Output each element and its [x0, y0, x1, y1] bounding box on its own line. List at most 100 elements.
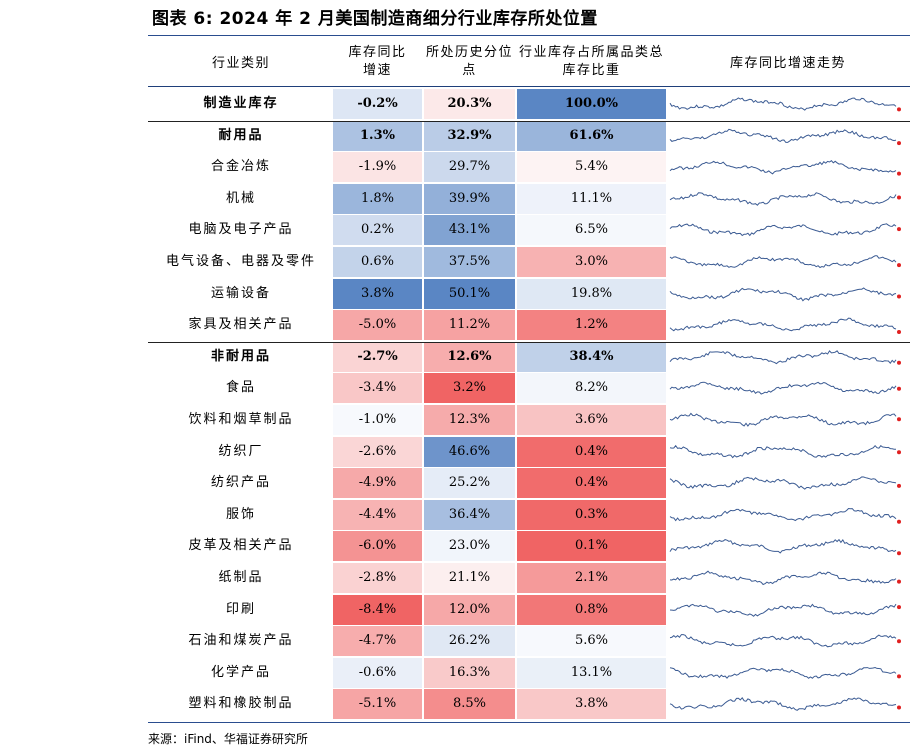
row-historical-percentile: 46.6%: [424, 436, 515, 467]
table-row: 制造业库存 -0.2% 20.3% 100.0%: [0, 89, 916, 120]
row-historical-percentile: 20.3%: [424, 89, 515, 119]
sparkline-latest-point: [897, 519, 901, 524]
sparkline-latest-point: [897, 107, 901, 112]
sparkline-latest-point: [897, 227, 901, 232]
row-category-share: 6.5%: [517, 215, 666, 246]
row-inventory-yoy: -4.4%: [333, 499, 422, 530]
row-category-share: 100.0%: [517, 89, 666, 119]
row-inventory-yoy: -4.7%: [333, 626, 422, 657]
row-inventory-yoy: -5.1%: [333, 689, 422, 720]
table-row: 塑料和橡胶制品 -5.1% 8.5% 3.8%: [0, 689, 916, 720]
table-row: 皮革及相关产品 -6.0% 23.0% 0.1%: [0, 531, 916, 562]
row-industry-name: 纺织产品: [210, 475, 271, 491]
sparkline-latest-point: [897, 294, 901, 299]
row-inventory-yoy: -1.0%: [333, 405, 422, 435]
sparkline-path: [669, 382, 897, 395]
row-industry-name: 制造业库存: [203, 96, 279, 111]
page-title: 图表 6: 2024 年 2 月美国制造商细分行业库存所处位置: [152, 9, 598, 29]
row-inventory-yoy: 0.6%: [333, 247, 422, 277]
row-category-share: 13.1%: [517, 657, 666, 688]
row-inventory-yoy: -6.0%: [333, 531, 422, 562]
row-category-share: 3.8%: [517, 689, 666, 720]
table-row: 运输设备 3.8% 50.1% 19.8%: [0, 278, 916, 310]
sparkline-latest-point: [897, 674, 901, 679]
sparkline-latest-point: [897, 387, 901, 392]
sparkline-path: [669, 255, 897, 269]
row-inventory-yoy: -1.9%: [333, 152, 422, 183]
sparkline-latest-point: [897, 449, 901, 454]
header-yoy: 库存同比增速: [333, 44, 422, 80]
row-historical-percentile: 8.5%: [424, 689, 515, 720]
row-inventory-yoy: 3.8%: [333, 278, 422, 309]
table-row: 食品 -3.4% 3.2% 8.2%: [0, 373, 916, 404]
row-historical-percentile: 37.5%: [424, 247, 515, 277]
row-trend-sparkline: [669, 349, 901, 365]
row-trend-sparkline: [669, 570, 901, 586]
header-name: 行业类别: [211, 56, 270, 71]
sparkline-latest-point: [897, 330, 901, 335]
row-inventory-yoy: 0.2%: [333, 215, 422, 246]
sparkline-path: [669, 128, 897, 143]
row-trend-sparkline: [669, 128, 901, 145]
sparkline-path: [669, 697, 897, 712]
row-inventory-yoy: -4.9%: [333, 468, 422, 499]
sparkline-path: [669, 507, 897, 522]
table-row: 化学产品 -0.6% 16.3% 13.1%: [0, 657, 916, 689]
table-row: 机械 1.8% 39.9% 11.1%: [0, 183, 916, 215]
row-industry-name: 电脑及电子产品: [188, 222, 294, 238]
row-historical-percentile: 29.7%: [424, 152, 515, 183]
header-percentile-text: 所处历史分位点: [425, 45, 513, 78]
sparkline-path: [669, 192, 897, 206]
row-inventory-yoy: 1.3%: [333, 120, 422, 151]
sparkline-path: [669, 476, 897, 490]
section-rule-nondurable: [148, 342, 910, 343]
row-historical-percentile: 11.2%: [424, 310, 515, 341]
table-row: 服饰 -4.4% 36.4% 0.3%: [0, 499, 916, 531]
header-percentile: 所处历史分位点: [424, 44, 515, 80]
row-trend-sparkline: [669, 697, 901, 712]
header-yoy-text: 库存同比增速: [348, 45, 407, 78]
header-share: 行业库存占所属品类总库存比重: [517, 44, 666, 80]
row-industry-name: 耐用品: [218, 127, 264, 143]
row-trend-sparkline: [669, 507, 901, 524]
table-row: 石油和煤炭产品 -4.7% 26.2% 5.6%: [0, 626, 916, 657]
row-industry-name: 石油和煤炭产品: [188, 633, 294, 649]
row-industry-name: 服饰: [225, 506, 256, 522]
row-industry-name: 家具及相关产品: [188, 317, 294, 333]
row-historical-percentile: 16.3%: [424, 657, 515, 688]
sparkline-path: [669, 97, 897, 111]
row-category-share: 3.0%: [517, 247, 666, 277]
row-trend-sparkline: [669, 412, 901, 427]
row-category-share: 0.4%: [517, 468, 666, 499]
row-trend-sparkline: [669, 539, 901, 556]
row-category-share: 3.6%: [517, 405, 666, 435]
source-note: 来源：iFind、华福证券研究所: [148, 732, 308, 746]
row-inventory-yoy: -5.0%: [333, 310, 422, 341]
sparkline-latest-point: [897, 140, 901, 145]
row-category-share: 0.1%: [517, 531, 666, 562]
table-row: 非耐用品 -2.7% 12.6% 38.4%: [0, 341, 916, 373]
sparkline-latest-point: [897, 551, 901, 556]
header-trend: 库存同比增速走势: [729, 56, 846, 71]
sparkline-latest-point: [897, 195, 901, 200]
table-row: 耐用品 1.3% 32.9% 61.6%: [0, 120, 916, 152]
row-historical-percentile: 3.2%: [424, 373, 515, 404]
row-category-share: 0.3%: [517, 499, 666, 530]
sparkline-path: [669, 666, 897, 679]
sparkline-path: [669, 223, 897, 237]
row-industry-name: 电气设备、电器及零件: [165, 254, 316, 269]
sparkline-path: [669, 349, 897, 365]
table-row: 纺织产品 -4.9% 25.2% 0.4%: [0, 468, 916, 499]
row-historical-percentile: 25.2%: [424, 468, 515, 499]
row-inventory-yoy: 1.8%: [333, 183, 422, 214]
row-category-share: 38.4%: [517, 341, 666, 372]
sparkline-path: [669, 286, 897, 302]
row-industry-name: 纸制品: [218, 570, 264, 585]
sparkline-path: [669, 603, 897, 617]
table-row: 纺织厂 -2.6% 46.6% 0.4%: [0, 436, 916, 468]
row-industry-name: 合金冶炼: [210, 159, 271, 175]
row-category-share: 1.2%: [517, 310, 666, 341]
row-inventory-yoy: -2.6%: [333, 436, 422, 467]
row-industry-name: 非耐用品: [210, 348, 271, 364]
row-trend-sparkline: [669, 255, 901, 269]
